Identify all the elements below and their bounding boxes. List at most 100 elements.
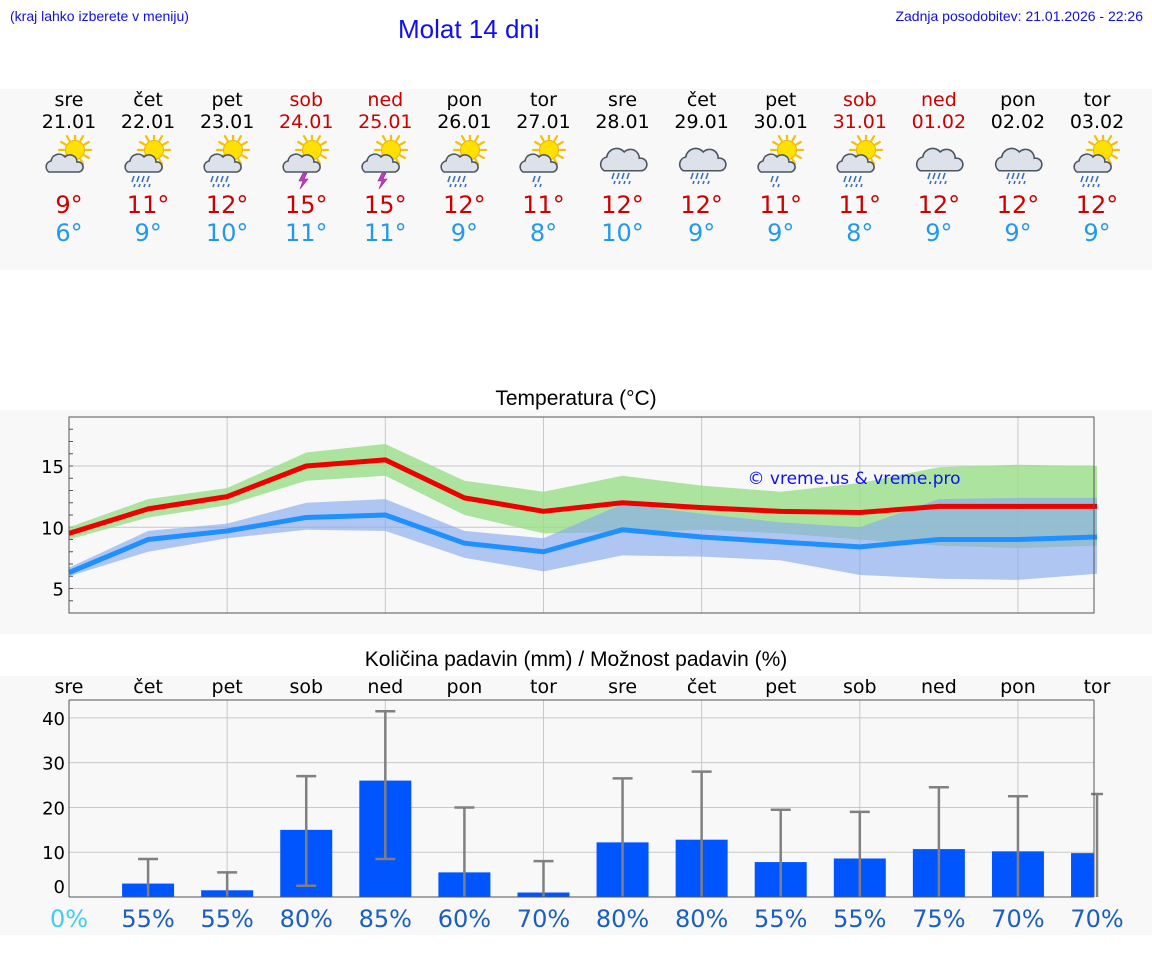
day-date: 03.02 bbox=[1069, 111, 1125, 133]
temp-y-tick-label: 5 bbox=[53, 580, 64, 601]
precip-day-label: čet bbox=[687, 676, 717, 698]
temp-plot-frame bbox=[68, 416, 1095, 614]
day-name: pet bbox=[765, 89, 797, 111]
day-date: 25.01 bbox=[358, 111, 413, 133]
day-column: pet 30.01 11° 9° bbox=[741, 89, 821, 247]
day-name: tor bbox=[1083, 89, 1111, 111]
day-column: sre 28.01 12° 10° bbox=[583, 89, 663, 247]
max-temperature: 11° bbox=[522, 191, 565, 219]
precip-day-label: ned bbox=[367, 676, 403, 698]
precip-day-label: tor bbox=[530, 676, 557, 698]
day-date: 21.01 bbox=[41, 111, 97, 133]
cloud-rain-icon bbox=[662, 135, 742, 191]
day-column: pon 26.01 12° 9° bbox=[424, 89, 504, 247]
min-temperature: 9° bbox=[925, 219, 953, 247]
sun-cloud-thunder-icon bbox=[266, 135, 346, 191]
day-name: sob bbox=[289, 89, 324, 111]
max-temperature: 15° bbox=[284, 191, 328, 219]
precip-chance-label: 55% bbox=[833, 905, 886, 933]
precip-chance-label: 0% bbox=[50, 905, 88, 933]
max-temp-line bbox=[68, 457, 1098, 536]
day-name: čet bbox=[133, 89, 163, 111]
cloud-rain-icon bbox=[583, 135, 663, 191]
precip-error-bar bbox=[928, 786, 949, 897]
day-column: ned 01.02 12° 9° bbox=[899, 89, 979, 247]
precip-day-label: pet bbox=[212, 676, 243, 698]
precip-error-bar bbox=[770, 808, 791, 897]
sun-cloud-icon bbox=[29, 135, 109, 191]
min-temp-line bbox=[68, 512, 1098, 575]
min-temperature: 9° bbox=[450, 219, 479, 247]
day-column: čet 29.01 12° 9° bbox=[662, 89, 742, 247]
watermark: © vreme.us & vreme.pro bbox=[747, 469, 960, 489]
sun-cloud-thunder-icon bbox=[345, 135, 425, 191]
sun-cloud-light-rain-icon bbox=[741, 135, 821, 191]
precip-day-label: pet bbox=[765, 676, 796, 698]
precip-chance-label: 85% bbox=[359, 905, 412, 933]
precip-day-label: tor bbox=[1084, 676, 1111, 698]
precip-y-tick-label: 30 bbox=[42, 754, 65, 775]
day-date: 29.01 bbox=[674, 111, 729, 133]
day-date: 02.02 bbox=[990, 111, 1046, 133]
day-name: ned bbox=[367, 89, 404, 111]
precip-chance-label: 55% bbox=[754, 905, 807, 933]
page-title: Molat 14 dni bbox=[398, 14, 540, 44]
day-column: ned 25.01 15° 11° bbox=[345, 89, 425, 247]
max-temperature: 12° bbox=[1075, 191, 1119, 219]
precip-y-tick-label: 20 bbox=[42, 798, 65, 819]
cloud-rain-icon bbox=[978, 135, 1058, 191]
location-menu-hint[interactable]: (kraj lahko izberete v meniju) bbox=[10, 8, 189, 24]
precip-day-label: sob bbox=[843, 676, 877, 698]
precip-day-label: pon bbox=[1000, 676, 1036, 698]
day-column: pon 02.02 12° 9° bbox=[978, 89, 1058, 247]
sun-cloud-rain-icon bbox=[108, 135, 188, 191]
precip-chance-label: 55% bbox=[121, 905, 174, 933]
sun-cloud-rain-icon bbox=[187, 135, 267, 191]
day-column: sob 24.01 15° 11° bbox=[266, 89, 346, 247]
precip-error-bar bbox=[375, 709, 396, 861]
min-temperature: 11° bbox=[364, 219, 407, 247]
day-date: 30.01 bbox=[753, 111, 808, 133]
sun-cloud-rain-icon bbox=[1057, 135, 1137, 191]
max-temperature: 12° bbox=[680, 191, 723, 219]
max-temperature: 12° bbox=[443, 191, 486, 219]
precip-error-bar bbox=[296, 774, 317, 888]
sun-cloud-light-rain-icon bbox=[503, 135, 583, 191]
precip-y-tick-label: 10 bbox=[42, 843, 65, 864]
precip-chance-label: 70% bbox=[991, 905, 1044, 933]
precip-day-label: ned bbox=[921, 676, 957, 698]
day-column: tor 03.02 12° 9° bbox=[1057, 89, 1137, 247]
precip-chance-label: 80% bbox=[675, 905, 728, 933]
precip-error-bar bbox=[533, 859, 554, 897]
precip-chance-label: 75% bbox=[912, 905, 965, 933]
max-temperature: 11° bbox=[838, 191, 882, 219]
max-temperature: 15° bbox=[364, 191, 407, 219]
precip-chance-label: 70% bbox=[1070, 905, 1123, 933]
min-temperature: 9° bbox=[134, 219, 162, 247]
day-name: čet bbox=[686, 89, 717, 111]
daily-forecast-strip bbox=[0, 89, 1152, 270]
precip-error-bar bbox=[1007, 795, 1028, 897]
day-name: sob bbox=[843, 89, 877, 111]
precip-chance-label: 70% bbox=[517, 905, 570, 933]
precip-error-bar bbox=[454, 806, 475, 897]
day-column: tor 27.01 11° 8° bbox=[503, 89, 583, 247]
temp-y-tick-label: 15 bbox=[41, 457, 64, 478]
day-column: čet 22.01 11° 9° bbox=[108, 89, 188, 247]
min-temperature: 8° bbox=[529, 219, 558, 247]
day-name: ned bbox=[920, 89, 957, 111]
day-date: 31.01 bbox=[832, 111, 887, 133]
min-temperature: 10° bbox=[601, 219, 644, 247]
precip-error-bar bbox=[849, 810, 870, 897]
precip-error-bar bbox=[691, 770, 712, 897]
precip-day-label: pon bbox=[447, 676, 483, 698]
precip-day-label: sre bbox=[55, 676, 84, 698]
precip-y-tick-label: 40 bbox=[42, 709, 65, 730]
min-temperature: 6° bbox=[55, 219, 83, 247]
day-date: 22.01 bbox=[120, 111, 176, 133]
precip-chance-label: 80% bbox=[596, 905, 649, 933]
sun-cloud-rain-icon bbox=[820, 135, 900, 191]
max-temperature: 12° bbox=[601, 191, 644, 219]
day-date: 01.02 bbox=[911, 111, 967, 133]
last-update-text: Zadnja posodobitev: 21.01.2026 - 22:26 bbox=[895, 8, 1143, 24]
